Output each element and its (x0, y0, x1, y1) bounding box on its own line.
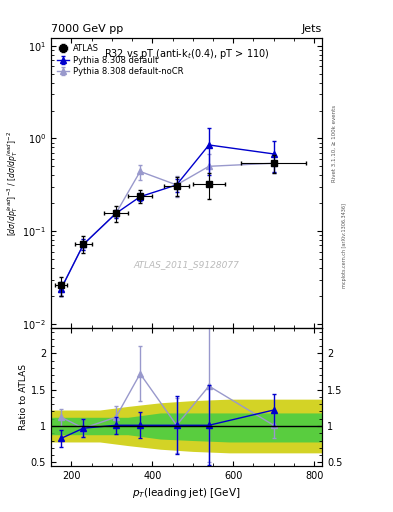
Y-axis label: $[d\sigma/dp_T^{lead}]^{-3}$ / $[d\sigma/dp_T^{lead}]^{-2}$: $[d\sigma/dp_T^{lead}]^{-3}$ / $[d\sigma… (5, 131, 20, 236)
Y-axis label: Ratio to ATLAS: Ratio to ATLAS (19, 364, 28, 430)
Text: 7000 GeV pp: 7000 GeV pp (51, 24, 123, 34)
Text: R32 vs pT (anti-k$_t$(0.4), pT > 110): R32 vs pT (anti-k$_t$(0.4), pT > 110) (104, 47, 270, 61)
Text: mcplots.cern.ch [arXiv:1306.3436]: mcplots.cern.ch [arXiv:1306.3436] (342, 203, 347, 288)
Text: Rivet 3.1.10, ≥ 100k events: Rivet 3.1.10, ≥ 100k events (332, 105, 337, 182)
Text: ATLAS_2011_S9128077: ATLAS_2011_S9128077 (134, 260, 240, 269)
X-axis label: $p_T$(leading jet) [GeV]: $p_T$(leading jet) [GeV] (132, 486, 241, 500)
Legend: ATLAS, Pythia 8.308 default, Pythia 8.308 default-noCR: ATLAS, Pythia 8.308 default, Pythia 8.30… (55, 42, 185, 78)
Text: Jets: Jets (302, 24, 322, 34)
